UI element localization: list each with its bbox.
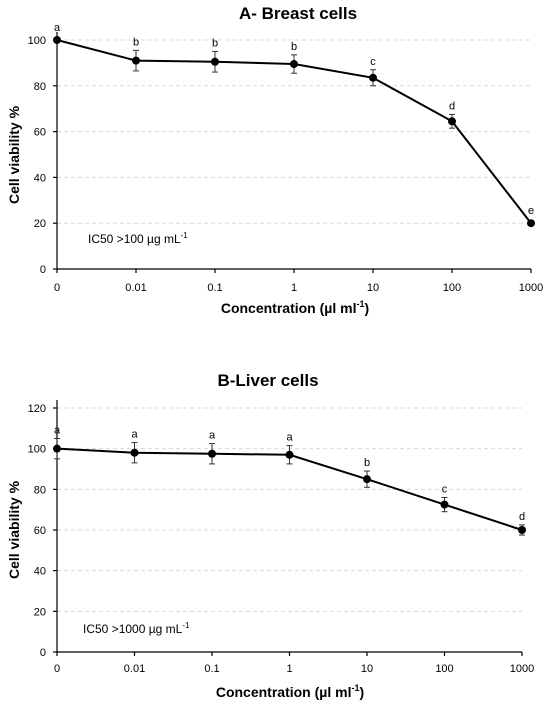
y-tick-label: 120: [28, 403, 46, 415]
x-tick-label: 1: [291, 282, 297, 294]
x-tick-label: 0: [54, 663, 60, 675]
ic50-annotation: IC50 >1000 µg mL-1: [83, 621, 190, 636]
y-tick-labels: 0 20 40 60 80 100: [28, 35, 46, 276]
data-point: [208, 449, 216, 458]
data-point: [518, 526, 526, 534]
x-tick-label: 100: [435, 663, 453, 675]
data-point: [527, 219, 535, 228]
significance-label: c: [370, 56, 376, 68]
y-tick-label: 40: [34, 566, 46, 578]
ic50-exponent: -1: [181, 231, 189, 240]
significance-label: a: [286, 432, 293, 444]
x-tick-label: 1: [286, 663, 292, 675]
x-tick-label: 0.1: [204, 663, 219, 675]
y-tick-label: 60: [34, 525, 46, 537]
x-tick-labels: 0 0.01 0.1 1 10 100 1000: [54, 282, 543, 294]
data-point: [285, 450, 294, 459]
data-point: [369, 73, 377, 82]
significance-label: a: [131, 429, 138, 441]
y-tick-label: 60: [34, 127, 46, 139]
data-series: a b b b c d e: [53, 22, 535, 228]
data-point: [53, 36, 61, 44]
x-tick-label: 1000: [519, 282, 543, 294]
significance-label: e: [528, 205, 534, 217]
chart-liver-cells: B-Liver cells 0 20 40 60 80 100 120 0 0.01 0.1 1 1…: [6, 371, 534, 700]
ic50-text: IC50 >1000 µg mL: [83, 622, 183, 636]
x-tick-label: 1000: [510, 663, 534, 675]
x-axis-label-close: ): [364, 300, 369, 316]
y-tick-label: 80: [34, 484, 46, 496]
x-tick-label: 100: [443, 282, 461, 294]
significance-label: b: [291, 41, 297, 53]
significance-label: b: [364, 457, 370, 469]
significance-label: d: [519, 511, 525, 523]
x-axis-label-exponent: -1: [356, 299, 364, 309]
y-tick-label: 100: [28, 444, 46, 456]
x-axis-label-text: Concentration (µl ml: [216, 684, 352, 700]
x-tick-label: 0.01: [124, 663, 145, 675]
data-point: [448, 117, 456, 126]
axes: [53, 32, 532, 273]
y-tick-label: 20: [34, 606, 46, 618]
chart-title: A- Breast cells: [239, 4, 357, 23]
ic50-annotation: IC50 >100 µg mL-1: [88, 231, 188, 246]
data-point: [363, 475, 371, 484]
y-tick-labels: 0 20 40 60 80 100 120: [28, 403, 46, 659]
y-axis-label: Cell viability %: [6, 480, 22, 579]
x-axis-label-close: ): [359, 684, 364, 700]
x-tick-label: 10: [367, 282, 379, 294]
data-point: [211, 57, 219, 66]
y-axis-label: Cell viability %: [6, 105, 22, 204]
y-tick-label: 100: [28, 35, 46, 47]
x-axis-label: Concentration (µl ml-1): [221, 299, 369, 316]
grid-lines: [57, 39, 531, 224]
data-point: [132, 56, 140, 65]
data-point: [440, 500, 449, 509]
x-tick-label: 0.1: [207, 282, 222, 294]
significance-label: d: [449, 100, 455, 112]
data-point: [290, 60, 298, 69]
x-axis-label-text: Concentration (µl ml: [221, 300, 357, 316]
y-tick-label: 0: [40, 264, 46, 276]
significance-label: b: [212, 37, 218, 49]
x-tick-label: 0.01: [125, 282, 146, 294]
chart-title: B-Liver cells: [217, 371, 318, 390]
significance-label: a: [54, 425, 61, 437]
y-tick-label: 80: [34, 81, 46, 93]
x-tick-labels: 0 0.01 0.1 1 10 100 1000: [54, 663, 534, 675]
x-axis-label: Concentration (µl ml-1): [216, 683, 364, 700]
y-tick-label: 20: [34, 218, 46, 230]
y-tick-label: 40: [34, 172, 46, 184]
data-point: [130, 448, 139, 457]
significance-label: a: [209, 430, 216, 442]
significance-label: b: [133, 36, 139, 48]
data-series: a a a a b c d: [53, 425, 526, 536]
x-axis-label-exponent: -1: [351, 683, 359, 693]
y-tick-label: 0: [40, 647, 46, 659]
significance-label: c: [442, 483, 448, 495]
significance-label: a: [54, 22, 61, 34]
data-point: [53, 444, 61, 453]
ic50-text: IC50 >100 µg mL: [88, 232, 181, 246]
chart-breast-cells: A- Breast cells 0 20 40 60 80 100 0 0.01 0.1 1 10…: [6, 4, 543, 316]
ic50-exponent: -1: [182, 621, 190, 630]
x-tick-label: 0: [54, 282, 60, 294]
x-tick-label: 10: [361, 663, 373, 675]
